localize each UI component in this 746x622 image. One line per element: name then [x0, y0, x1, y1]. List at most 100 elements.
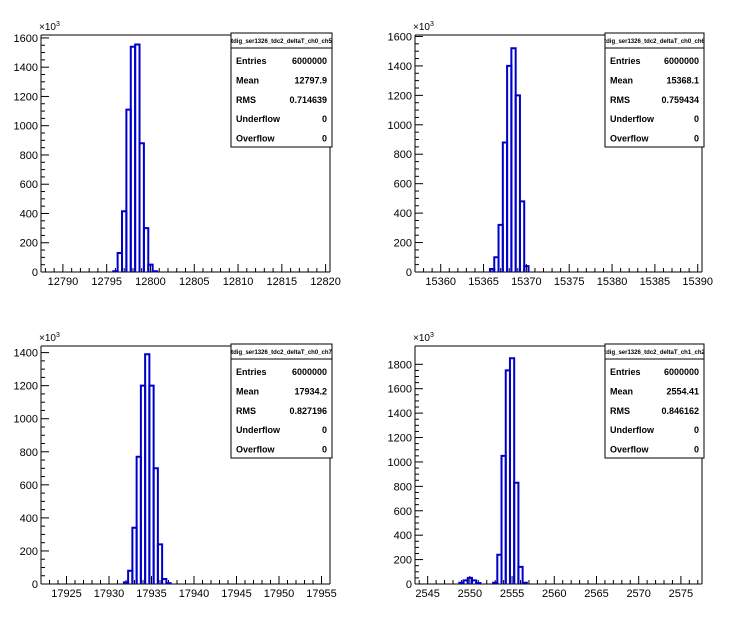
y-tick-label: 1000 — [388, 120, 412, 132]
x-tick-label: 12810 — [223, 276, 254, 288]
stats-label: Underflow — [610, 425, 655, 435]
histogram-bin-10 — [508, 357, 516, 584]
x-tick-label: 15360 — [425, 276, 456, 288]
y-tick-label: 200 — [394, 238, 412, 250]
stats-box-frame — [604, 32, 705, 148]
stats-value: 0 — [322, 425, 327, 435]
x-tick-label: 17930 — [94, 588, 125, 600]
y-tick-label: 1600 — [388, 384, 412, 396]
stats-label: Overflow — [236, 445, 276, 455]
x-tick-label: 15390 — [682, 276, 713, 288]
y-tick-label: 800 — [20, 447, 38, 459]
x-tick-label: 12820 — [310, 276, 341, 288]
x-tick-label: 15370 — [511, 276, 542, 288]
stats-box: tdig_ser1326_tdc2_deltaT_ch0_ch5 Entries 6… — [230, 32, 333, 148]
y-multiplier-label: ×103 — [39, 21, 60, 33]
stats-value: 0.759434 — [661, 95, 699, 105]
x-tick-label: 2570 — [626, 588, 650, 600]
histogram-bin-10 — [161, 578, 168, 584]
stats-label: Entries — [610, 367, 641, 377]
stats-label: Mean — [610, 386, 633, 396]
stats-box-title: tdig_ser1326_tdc2_deltaT_ch0_ch5 — [231, 39, 332, 45]
y-tick-label: 1000 — [14, 414, 38, 426]
histogram-bins — [488, 47, 530, 272]
x-tick-label: 2560 — [542, 588, 566, 600]
stats-value: 0 — [322, 114, 327, 124]
stats-label: Overflow — [610, 134, 650, 144]
stats-value: 6000000 — [292, 56, 327, 66]
y-tick-label: 1400 — [14, 62, 38, 74]
y-tick-label: 0 — [406, 267, 412, 279]
stats-box: tdig_ser1326_tdc2_deltaT_ch0_ch6 Entries 6… — [604, 32, 706, 148]
histogram-bin-10 — [151, 270, 159, 273]
stats-box-frame — [230, 343, 333, 459]
stats-value: 0 — [694, 134, 699, 144]
histogram-bins — [458, 357, 528, 585]
y-tick-label: 1400 — [14, 348, 38, 360]
stats-box-frame — [230, 32, 333, 148]
stats-label: Underflow — [236, 114, 281, 124]
x-tick-label: 12805 — [179, 276, 210, 288]
stats-value: 0 — [694, 114, 699, 124]
y-multiplier-power: 3 — [56, 21, 60, 28]
stats-value: 0 — [694, 445, 699, 455]
y-tick-label: 800 — [20, 150, 38, 162]
stats-box-title: tdig_ser1326_tdc2_deltaT_ch0_ch7 — [231, 350, 332, 356]
stats-value: 12797.9 — [294, 75, 327, 85]
stats-value: 2554.41 — [666, 386, 699, 396]
x-tick-label: 12815 — [267, 276, 298, 288]
x-tick-label: 2550 — [458, 588, 482, 600]
stats-label: RMS — [610, 406, 630, 416]
stats-value: 6000000 — [664, 367, 699, 377]
y-tick-label: 1800 — [388, 359, 412, 371]
x-tick-label: 17945 — [221, 588, 252, 600]
stats-label: Overflow — [236, 134, 276, 144]
stats-value: 0.714639 — [289, 95, 327, 105]
x-tick-label: 15380 — [597, 276, 628, 288]
y-tick-label: 1400 — [388, 61, 412, 73]
histogram-bin-11 — [513, 481, 520, 584]
stats-label: RMS — [236, 406, 256, 416]
x-tick-label: 2555 — [500, 588, 524, 600]
x-tick-label: 15365 — [468, 276, 499, 288]
stats-value: 15368.1 — [666, 75, 699, 85]
y-tick-label: 0 — [32, 579, 38, 591]
y-tick-label: 200 — [20, 238, 38, 250]
x-tick-label: 17940 — [179, 588, 210, 600]
stats-label: Entries — [610, 56, 641, 66]
y-tick-label: 1000 — [388, 457, 412, 469]
histogram-bin-9 — [523, 265, 530, 272]
y-tick-label: 600 — [20, 179, 38, 191]
x-tick-label: 2565 — [584, 588, 608, 600]
stats-value: 6000000 — [664, 56, 699, 66]
stats-label: Overflow — [610, 445, 650, 455]
histogram-bin-8 — [142, 227, 150, 272]
x-tick-label: 17950 — [264, 588, 295, 600]
y-tick-label: 0 — [406, 579, 412, 591]
stats-label: Entries — [236, 56, 267, 66]
x-tick-label: 2545 — [415, 588, 439, 600]
y-tick-label: 400 — [394, 208, 412, 220]
histogram-bin-13 — [521, 581, 528, 584]
y-tick-label: 1200 — [388, 433, 412, 445]
histogram-bin-7 — [138, 142, 145, 272]
stats-value: 0.846162 — [661, 406, 699, 416]
y-tick-label: 600 — [20, 480, 38, 492]
stats-label: Mean — [610, 75, 633, 85]
y-tick-label: 1200 — [14, 91, 38, 103]
y-tick-label: 1200 — [388, 90, 412, 102]
histogram-panel-2: 0 200 400 600 800 1000 1200 1400 1600 15360 15365 1… — [388, 21, 713, 288]
stats-value: 0 — [322, 445, 327, 455]
y-tick-label: 1400 — [388, 408, 412, 420]
y-tick-label: 400 — [20, 208, 38, 220]
y-tick-label: 200 — [20, 546, 38, 558]
y-multiplier-label: ×103 — [413, 21, 434, 33]
x-tick-label: 15375 — [554, 276, 585, 288]
y-multiplier-power: 3 — [430, 21, 434, 28]
histogram-bin-5 — [475, 582, 482, 585]
y-tick-label: 200 — [394, 555, 412, 567]
histogram-bin-8 — [152, 467, 159, 584]
y-tick-label: 1200 — [14, 381, 38, 393]
y-tick-label: 400 — [20, 513, 38, 525]
